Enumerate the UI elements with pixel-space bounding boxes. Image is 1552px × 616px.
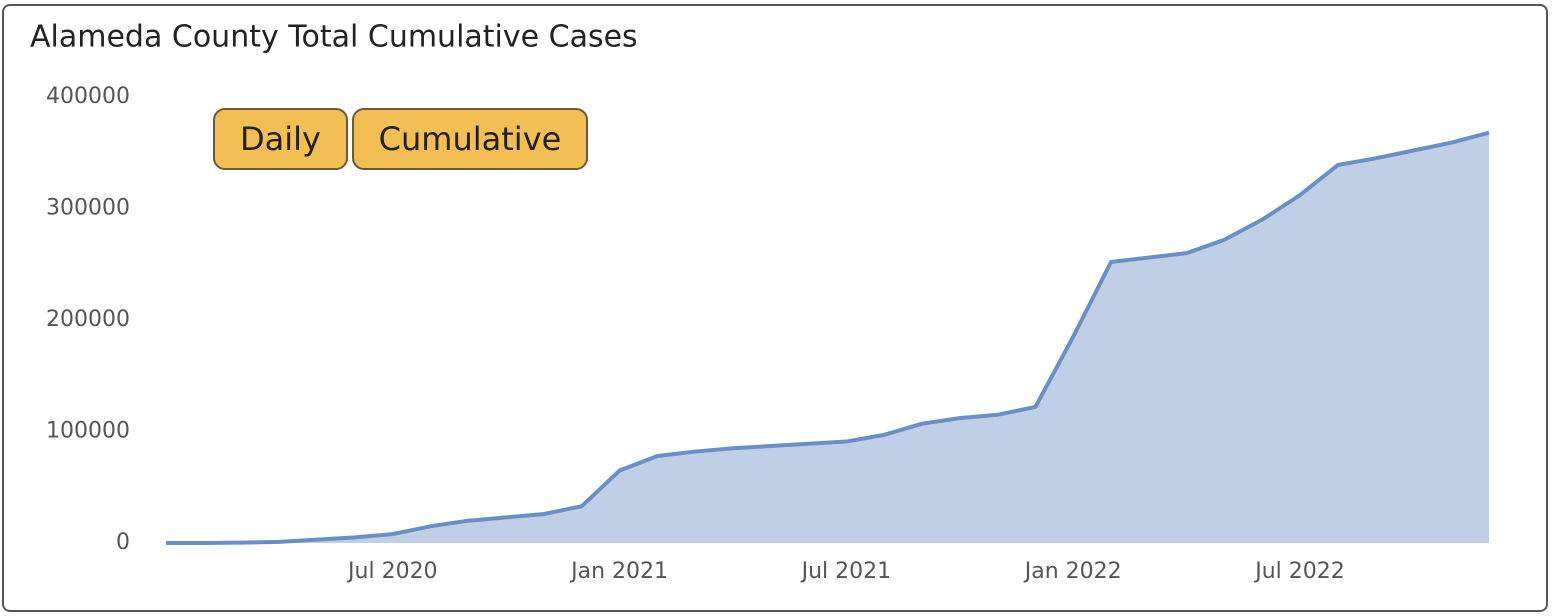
daily-button[interactable]: Daily xyxy=(213,108,348,170)
area xyxy=(166,132,1489,543)
x-tick-label: Jul 2022 xyxy=(1253,559,1345,584)
x-tick-label: Jan 2021 xyxy=(569,559,668,584)
line xyxy=(166,130,1490,545)
panel xyxy=(2,4,1548,612)
y-tick-label: 0 xyxy=(116,530,130,555)
x-tick-label: Jan 2022 xyxy=(1023,559,1122,584)
cumulative-button[interactable]: Cumulative xyxy=(352,108,588,170)
x-tick-label: Jul 2021 xyxy=(800,559,892,584)
chart-title: Alameda County Total Cumulative Cases xyxy=(30,20,638,55)
y-tick-label: 100000 xyxy=(46,419,130,444)
x-tick-label: Jul 2020 xyxy=(346,559,438,584)
y-tick-label: 200000 xyxy=(46,307,130,332)
y-tick-label: 400000 xyxy=(46,84,130,109)
y-tick-label: 300000 xyxy=(46,196,130,221)
